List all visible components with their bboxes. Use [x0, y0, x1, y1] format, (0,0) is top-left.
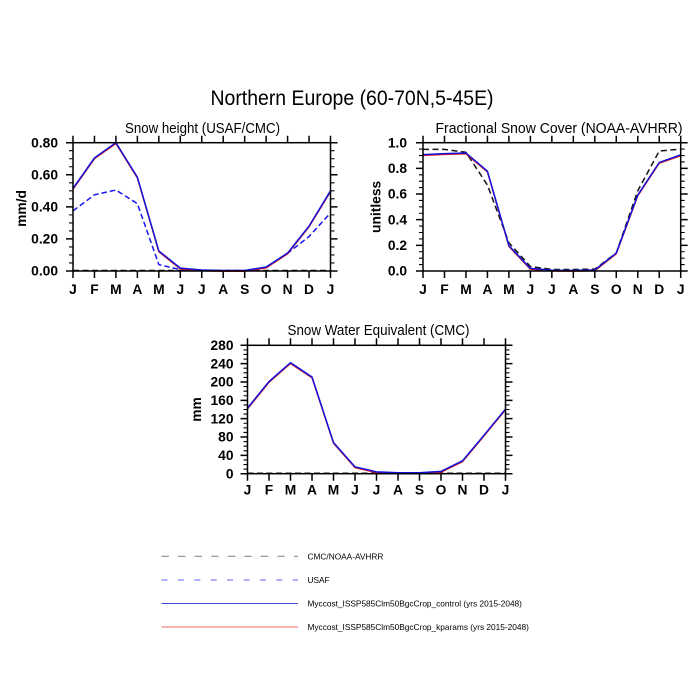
- svg-text:Myccost_ISSP585Clm50BgcCrop_co: Myccost_ISSP585Clm50BgcCrop_control (yrs…: [308, 599, 523, 609]
- svg-text:S: S: [590, 282, 599, 297]
- svg-text:O: O: [436, 483, 447, 498]
- svg-text:M: M: [110, 282, 122, 297]
- svg-text:0.2: 0.2: [388, 238, 408, 253]
- svg-text:mm: mm: [189, 397, 204, 422]
- svg-text:F: F: [265, 483, 273, 498]
- svg-text:0.6: 0.6: [388, 187, 408, 202]
- svg-text:A: A: [393, 483, 403, 498]
- svg-text:280: 280: [210, 338, 233, 353]
- svg-text:240: 240: [210, 356, 233, 371]
- svg-text:F: F: [440, 282, 448, 297]
- svg-text:USAF: USAF: [308, 575, 330, 585]
- svg-text:0.40: 0.40: [31, 200, 58, 215]
- svg-text:N: N: [458, 483, 468, 498]
- svg-text:160: 160: [210, 393, 233, 408]
- svg-text:A: A: [568, 282, 578, 297]
- svg-text:J: J: [527, 282, 535, 297]
- svg-text:1.0: 1.0: [388, 135, 408, 150]
- svg-text:J: J: [176, 282, 184, 297]
- svg-text:J: J: [327, 282, 335, 297]
- svg-text:J: J: [502, 483, 510, 498]
- svg-text:O: O: [261, 282, 272, 297]
- svg-text:M: M: [285, 483, 297, 498]
- svg-text:A: A: [307, 483, 317, 498]
- svg-text:0: 0: [226, 466, 234, 481]
- svg-text:0.20: 0.20: [31, 232, 58, 247]
- svg-text:S: S: [240, 282, 249, 297]
- svg-text:A: A: [218, 282, 228, 297]
- svg-text:J: J: [69, 282, 77, 297]
- svg-text:120: 120: [210, 411, 233, 426]
- svg-text:F: F: [90, 282, 98, 297]
- svg-text:J: J: [548, 282, 556, 297]
- svg-text:M: M: [460, 282, 472, 297]
- svg-text:0.8: 0.8: [388, 161, 408, 176]
- svg-text:200: 200: [210, 375, 233, 390]
- svg-text:D: D: [304, 282, 314, 297]
- svg-text:0.80: 0.80: [31, 135, 58, 150]
- svg-text:S: S: [415, 483, 424, 498]
- svg-text:O: O: [611, 282, 622, 297]
- svg-text:D: D: [654, 282, 664, 297]
- svg-text:0.4: 0.4: [388, 212, 408, 227]
- svg-text:CMC/NOAA-AVHRR: CMC/NOAA-AVHRR: [308, 552, 384, 562]
- svg-text:40: 40: [218, 448, 234, 463]
- svg-text:J: J: [198, 282, 206, 297]
- svg-text:J: J: [419, 282, 427, 297]
- svg-text:0.0: 0.0: [388, 264, 408, 279]
- svg-text:D: D: [479, 483, 489, 498]
- svg-text:J: J: [351, 483, 359, 498]
- svg-text:Fractional Snow Cover (NOAA-AV: Fractional Snow Cover (NOAA-AVHRR): [436, 121, 683, 137]
- svg-text:Myccost_ISSP585Clm50BgcCrop_kp: Myccost_ISSP585Clm50BgcCrop_kparams (yrs…: [308, 622, 530, 632]
- svg-text:A: A: [132, 282, 142, 297]
- svg-text:J: J: [373, 483, 381, 498]
- svg-text:J: J: [244, 483, 252, 498]
- svg-text:0.00: 0.00: [31, 264, 58, 279]
- svg-text:mm/d: mm/d: [14, 190, 29, 227]
- svg-text:M: M: [328, 483, 340, 498]
- svg-text:J: J: [677, 282, 685, 297]
- svg-text:unitless: unitless: [369, 181, 384, 233]
- svg-text:M: M: [153, 282, 165, 297]
- svg-text:Northern Europe (60-70N,5-45E): Northern Europe (60-70N,5-45E): [211, 86, 494, 110]
- svg-text:0.60: 0.60: [31, 167, 58, 182]
- svg-text:M: M: [503, 282, 515, 297]
- svg-text:Snow Water Equivalent (CMC): Snow Water Equivalent (CMC): [288, 323, 470, 339]
- svg-text:N: N: [633, 282, 643, 297]
- svg-text:80: 80: [218, 430, 234, 445]
- svg-text:N: N: [283, 282, 293, 297]
- svg-text:A: A: [482, 282, 492, 297]
- svg-text:Snow height (USAF/CMC): Snow height (USAF/CMC): [125, 121, 280, 137]
